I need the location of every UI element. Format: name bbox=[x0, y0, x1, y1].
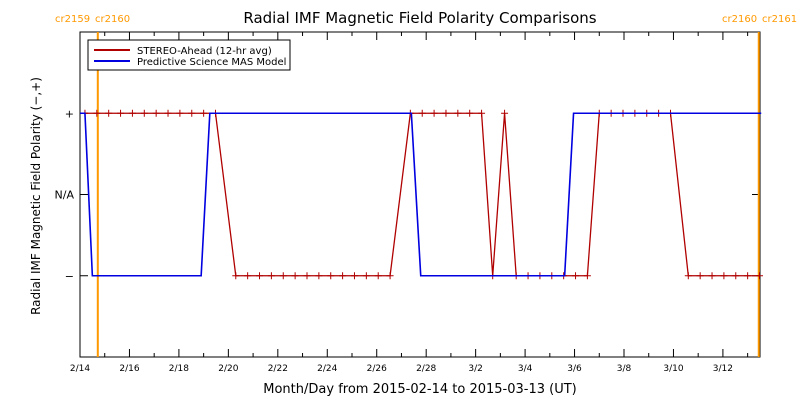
stereo-data-point bbox=[732, 272, 740, 280]
y-tick-label: − bbox=[65, 270, 74, 283]
stereo-data-point bbox=[466, 109, 474, 117]
stereo-data-point bbox=[583, 272, 591, 280]
stereo-data-point bbox=[339, 272, 347, 280]
chart-axes: 2/14 2/16 2/18 2/20 2/22 2/24 2/26 2/28 3/2 3/4 3/… bbox=[55, 31, 761, 374]
stereo-data-point bbox=[418, 109, 426, 117]
marker-right-label-1: cr2160 bbox=[95, 14, 130, 25]
stereo-data-point bbox=[200, 109, 208, 117]
stereo-data-point bbox=[696, 272, 704, 280]
x-tick-label: 2/24 bbox=[317, 364, 337, 374]
x-tick-label: 3/2 bbox=[468, 364, 482, 374]
x-tick-label: 3/12 bbox=[713, 364, 733, 374]
stereo-data-point bbox=[117, 109, 125, 117]
legend-label-stereo: STEREO-Ahead (12-hr avg) bbox=[137, 46, 272, 57]
y-axis-label: Radial IMF Magnetic Field Polarity (−,+) bbox=[29, 77, 43, 315]
x-tick-label: 2/26 bbox=[367, 364, 387, 374]
stereo-data-point bbox=[140, 109, 148, 117]
x-tick-label: 2/14 bbox=[70, 364, 90, 374]
chart-legend: STEREO-Ahead (12-hr avg) Predictive Scie… bbox=[87, 39, 291, 71]
stereo-data-point bbox=[188, 109, 196, 117]
x-tick-label: 3/4 bbox=[518, 364, 533, 374]
y-tick-label: N/A bbox=[55, 189, 75, 202]
chart-title: Radial IMF Magnetic Field Polarity Compa… bbox=[243, 9, 596, 27]
marker-left-label-1: cr2159 bbox=[55, 14, 90, 25]
stereo-data-point bbox=[501, 109, 509, 117]
x-tick-label: 2/18 bbox=[169, 364, 189, 374]
x-axis-label: Month/Day from 2015-02-14 to 2015-03-13 … bbox=[263, 382, 576, 397]
stereo-data-point bbox=[232, 272, 240, 280]
stereo-data-point bbox=[744, 272, 752, 280]
stereo-data-point bbox=[478, 109, 486, 117]
stereo-data-point bbox=[454, 109, 462, 117]
stereo-data-point bbox=[279, 272, 287, 280]
stereo-data-point bbox=[756, 272, 764, 280]
stereo-data-point bbox=[315, 272, 323, 280]
stereo-data-point bbox=[350, 272, 358, 280]
plot-frame bbox=[79, 31, 761, 358]
x-tick-label: 2/20 bbox=[218, 364, 238, 374]
x-tick-label: 3/6 bbox=[567, 364, 582, 374]
stereo-data-point bbox=[267, 272, 275, 280]
stereo-data-point bbox=[93, 109, 101, 117]
stereo-data-point bbox=[720, 272, 728, 280]
stereo-data-point bbox=[386, 272, 394, 280]
stereo-data-point bbox=[244, 272, 252, 280]
marker-right-label-2: cr2161 bbox=[762, 14, 797, 25]
carrington-markers bbox=[96, 32, 760, 357]
stereo-data-point bbox=[291, 272, 299, 280]
stereo-data-point bbox=[708, 272, 716, 280]
x-tick-label: 3/8 bbox=[617, 364, 632, 374]
y-tick-label: + bbox=[65, 107, 74, 120]
x-tick-label: 3/10 bbox=[663, 364, 683, 374]
x-tick-label: 2/28 bbox=[416, 364, 436, 374]
marker-left-label-2: cr2160 bbox=[722, 14, 757, 25]
stereo-data-point bbox=[256, 272, 264, 280]
stereo-data-point bbox=[105, 109, 113, 117]
stereo-data-point bbox=[152, 109, 160, 117]
x-tick-label: 2/22 bbox=[268, 364, 288, 374]
stereo-ahead-line bbox=[84, 112, 760, 277]
stereo-data-point bbox=[684, 272, 692, 280]
stereo-data-point bbox=[430, 109, 438, 117]
legend-label-mas: Predictive Science MAS Model bbox=[137, 57, 286, 68]
stereo-data-point bbox=[327, 272, 335, 280]
stereo-data-point bbox=[374, 272, 382, 280]
stereo-data-point bbox=[176, 109, 184, 117]
legend-box bbox=[87, 39, 291, 71]
stereo-data-point bbox=[572, 272, 580, 280]
stereo-data-point bbox=[164, 109, 172, 117]
stereo-data-point bbox=[442, 109, 450, 117]
stereo-data-point bbox=[303, 272, 311, 280]
stereo-data-point bbox=[128, 109, 136, 117]
x-tick-label: 2/16 bbox=[119, 364, 139, 374]
chart-series bbox=[80, 109, 764, 280]
mas-model-line bbox=[80, 112, 762, 277]
stereo-data-point bbox=[362, 272, 370, 280]
